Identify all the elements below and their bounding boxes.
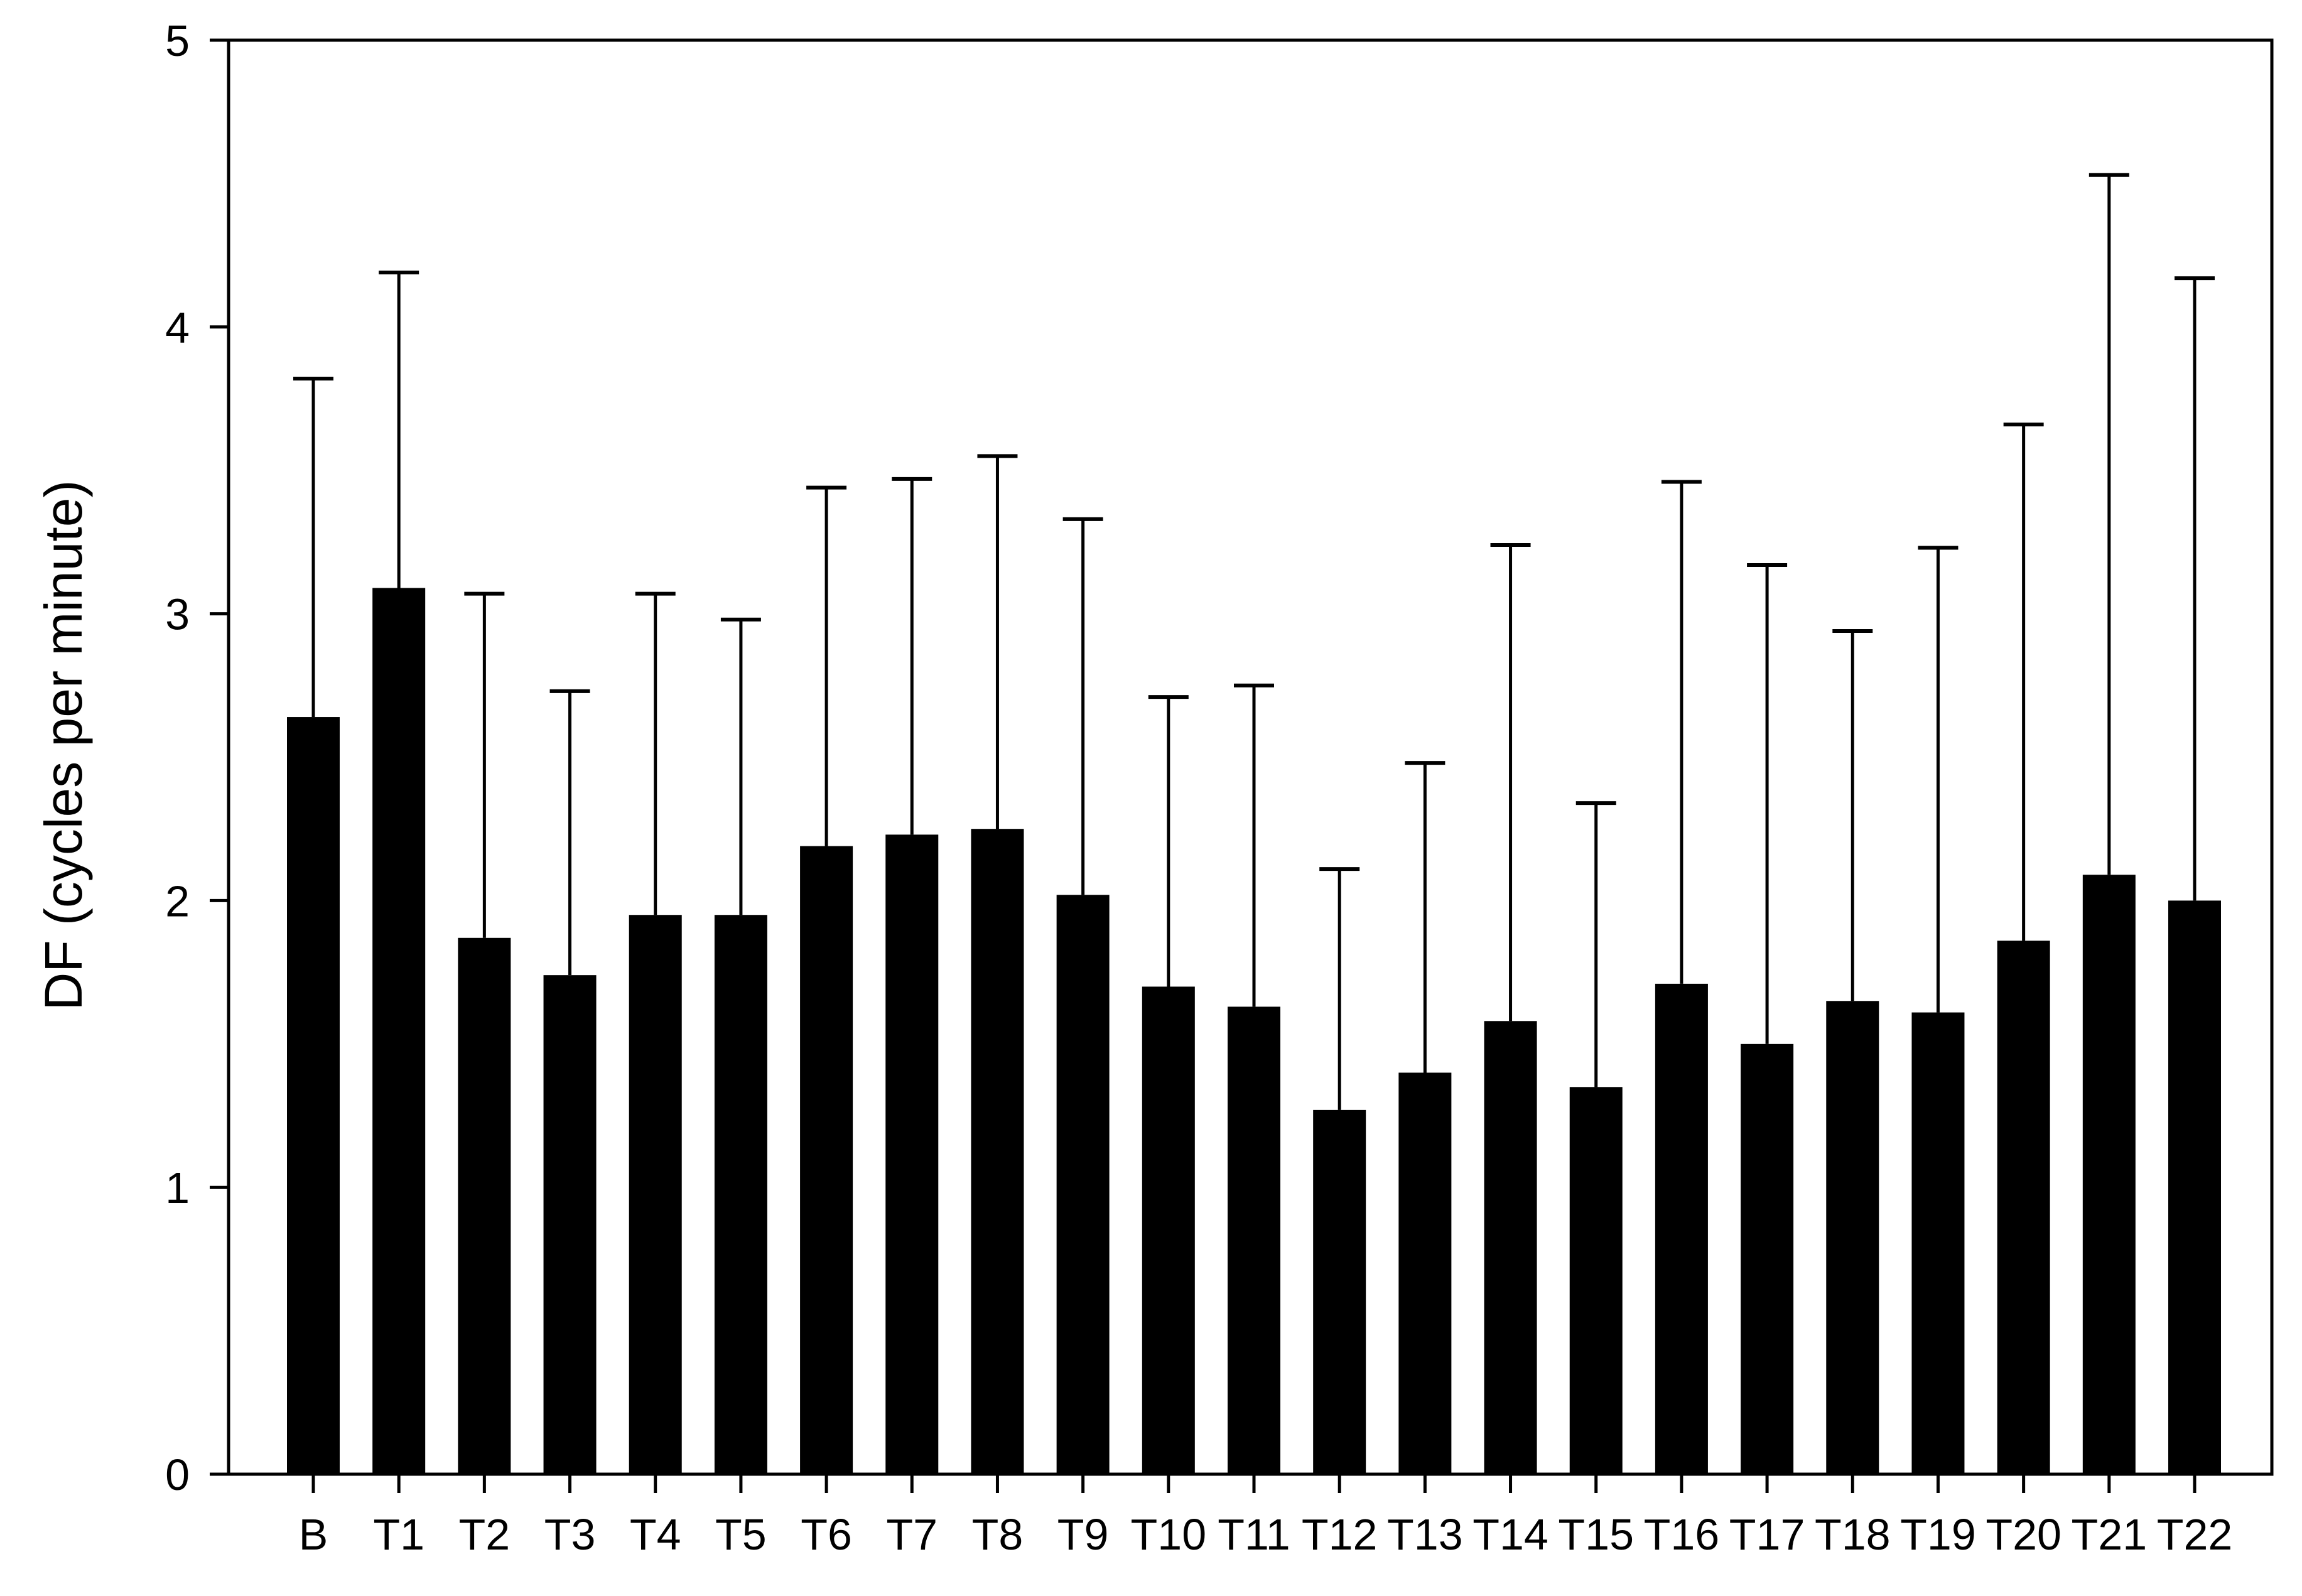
x-tick-label-T8: T8	[972, 1510, 1024, 1559]
x-tick-label-T14: T14	[1473, 1510, 1548, 1559]
x-tick-label-T21: T21	[2072, 1510, 2148, 1559]
bar-T15	[1569, 1087, 1623, 1474]
bar-T11	[1228, 1006, 1280, 1474]
x-tick-label-T7: T7	[886, 1510, 938, 1559]
x-tick-label-T15: T15	[1558, 1510, 1634, 1559]
bar-T2	[458, 937, 511, 1474]
y-tick-label: 4	[165, 303, 190, 352]
y-tick-label: 3	[165, 590, 190, 639]
bar-T20	[1997, 941, 2050, 1474]
x-tick-label-T10: T10	[1131, 1510, 1207, 1559]
bar-T9	[1056, 895, 1110, 1474]
bar-T16	[1655, 983, 1708, 1474]
bar-T7	[885, 834, 939, 1474]
bar-T22	[2168, 900, 2221, 1474]
bar-T5	[714, 915, 767, 1474]
x-tick-label-T17: T17	[1729, 1510, 1805, 1559]
y-axis-title: DF (cycles per minute)	[34, 480, 93, 1011]
x-tick-label-T22: T22	[2157, 1510, 2233, 1559]
bar-T13	[1398, 1072, 1452, 1474]
x-tick-label-T2: T2	[459, 1510, 511, 1559]
bar-T19	[1911, 1012, 1965, 1474]
y-tick-label: 1	[165, 1163, 190, 1212]
bar-T3	[543, 975, 597, 1474]
x-tick-label-T9: T9	[1057, 1510, 1109, 1559]
bar-B	[287, 717, 340, 1474]
x-tick-label-T6: T6	[801, 1510, 852, 1559]
bar-series	[287, 588, 2221, 1474]
x-tick-label-T20: T20	[1986, 1510, 2062, 1559]
bar-T18	[1826, 1001, 1879, 1474]
bar-T1	[372, 588, 426, 1474]
x-tick-label-T16: T16	[1644, 1510, 1720, 1559]
bar-T21	[2082, 875, 2136, 1474]
bar-T6	[800, 846, 853, 1474]
bar-T10	[1142, 986, 1195, 1474]
bar-T14	[1484, 1021, 1537, 1474]
x-tick-label-T13: T13	[1387, 1510, 1463, 1559]
x-tick-label-T1: T1	[373, 1510, 424, 1559]
x-tick-label-T11: T11	[1218, 1510, 1290, 1559]
x-tick-label-T19: T19	[1900, 1510, 1976, 1559]
x-tick-label-T4: T4	[630, 1510, 681, 1559]
x-tick-label-T18: T18	[1815, 1510, 1891, 1559]
error-bar-series	[293, 173, 2215, 1110]
x-tick-label-T12: T12	[1302, 1510, 1378, 1559]
x-tick-label-B: B	[299, 1510, 328, 1559]
bar-T8	[971, 829, 1024, 1474]
x-axis: B T1 T2 T3 T4 T5 T6 T7 T8 T9 T10 T11 T12 T13 T14 T15 T16…	[299, 1474, 2233, 1559]
bar-T17	[1741, 1043, 1794, 1474]
y-tick-label: 2	[165, 876, 190, 925]
bar-T4	[629, 915, 682, 1474]
y-tick-label: 0	[165, 1450, 190, 1499]
y-tick-label: 5	[165, 16, 190, 65]
y-axis: 0 1 2 3 4 5	[165, 16, 229, 1499]
x-tick-label-T5: T5	[715, 1510, 767, 1559]
x-tick-label-T3: T3	[544, 1510, 596, 1559]
bar-T12	[1313, 1109, 1366, 1474]
